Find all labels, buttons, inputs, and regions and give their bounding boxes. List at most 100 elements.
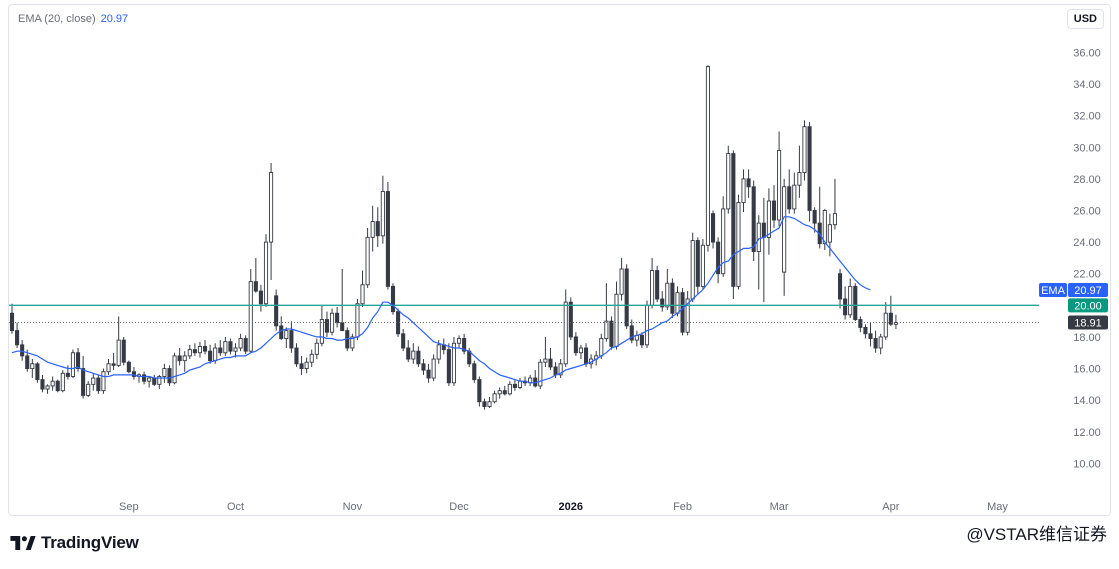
candle [294, 343, 299, 367]
ema-line [11, 216, 871, 384]
candle [822, 208, 827, 250]
candle [101, 368, 106, 394]
candle [782, 178, 787, 296]
candle-body [472, 363, 477, 381]
candle [462, 333, 467, 355]
y-tick-label: 30.00 [1073, 142, 1101, 154]
candle-body [614, 293, 619, 347]
candle-body [538, 361, 543, 387]
candle [502, 385, 507, 396]
candle [416, 346, 421, 367]
currency-button[interactable]: USD [1066, 9, 1104, 29]
candle [274, 289, 279, 331]
candle [426, 363, 431, 383]
candle-body [253, 281, 258, 292]
candle-body [121, 339, 126, 363]
candle [512, 379, 517, 391]
candle-body [492, 393, 497, 403]
candle-body [660, 298, 665, 308]
candle-body [563, 301, 568, 365]
candle-body [665, 282, 670, 308]
price-chart[interactable]: 10.00 12.00 14.00 16.00 18.00 20.00 22.00 24.00… [9, 5, 1110, 515]
candle [609, 316, 614, 350]
candle [289, 321, 294, 353]
price-badge-value: 20.00 [1074, 300, 1102, 312]
candle-body [782, 186, 787, 273]
price-badge: EMA 20.97 [1039, 282, 1108, 297]
price-badge-value: 18.91 [1074, 318, 1102, 330]
price-axis[interactable]: 10.00 12.00 14.00 16.00 18.00 20.00 22.00 24.00… [1073, 16, 1101, 471]
candle-body [147, 377, 152, 382]
candle [284, 327, 289, 348]
candle-body [390, 285, 396, 313]
candle-body [380, 191, 385, 237]
candle [497, 387, 502, 399]
candle [807, 121, 812, 222]
price-badge: 18.91 [1068, 315, 1108, 330]
candle-body [40, 379, 45, 390]
candle-body [512, 383, 517, 388]
candle [660, 291, 665, 312]
candle-body [456, 338, 462, 344]
candle-body [462, 338, 467, 352]
candle [30, 359, 35, 379]
time-axis[interactable]: Sep Oct Nov Dec 2026 Feb Mar Apr May [119, 501, 1008, 513]
tradingview-logo[interactable]: TradingView [10, 533, 139, 553]
x-tick-label: Nov [343, 501, 363, 513]
candle-body [746, 178, 751, 188]
candle [243, 335, 248, 355]
candle [248, 268, 253, 353]
candle-body [177, 355, 182, 362]
candle [116, 316, 121, 367]
candle [86, 381, 91, 397]
watermark: @VSTAR维信证券 [966, 525, 1107, 544]
candle-body [218, 347, 223, 354]
candle-body [20, 344, 25, 357]
candle [121, 336, 126, 366]
candle-body [192, 349, 197, 354]
candle [142, 371, 147, 385]
candle [538, 359, 543, 390]
candle [375, 207, 380, 247]
candle-body [843, 298, 848, 316]
candle [634, 330, 639, 347]
candle [380, 175, 385, 244]
candle [893, 314, 898, 330]
candle [365, 227, 370, 288]
candle-body [421, 363, 426, 371]
candle-body [558, 363, 563, 376]
candle [873, 330, 878, 353]
candle-body [873, 338, 878, 349]
candle [15, 322, 20, 348]
candle-body [406, 347, 411, 360]
candle-body [238, 338, 243, 349]
candle-body [883, 312, 888, 338]
candle-body [731, 153, 736, 287]
candle [157, 374, 162, 390]
candle-body [726, 153, 731, 210]
candle-body [573, 336, 578, 354]
candle [390, 283, 396, 315]
candle-body [304, 361, 309, 369]
candle-body [162, 368, 167, 377]
candle-body [721, 208, 726, 275]
candle-body [792, 184, 797, 210]
indicator-legend[interactable]: EMA (20, close) 20.97 [18, 13, 128, 25]
candle-body [619, 268, 624, 295]
candle-body [700, 244, 705, 287]
candle [309, 349, 314, 367]
candle [329, 308, 335, 336]
candle [837, 268, 843, 309]
candle-body [858, 319, 863, 328]
price-badge-bg [1068, 282, 1108, 297]
candle-body [675, 292, 680, 314]
candle [431, 354, 436, 382]
candle [319, 305, 324, 347]
candle [70, 349, 76, 379]
candle [436, 340, 441, 364]
candle-body [837, 273, 843, 300]
candle-body [274, 295, 279, 327]
candle-body [787, 186, 792, 210]
candle-body [91, 377, 96, 385]
candle-body [477, 379, 482, 403]
